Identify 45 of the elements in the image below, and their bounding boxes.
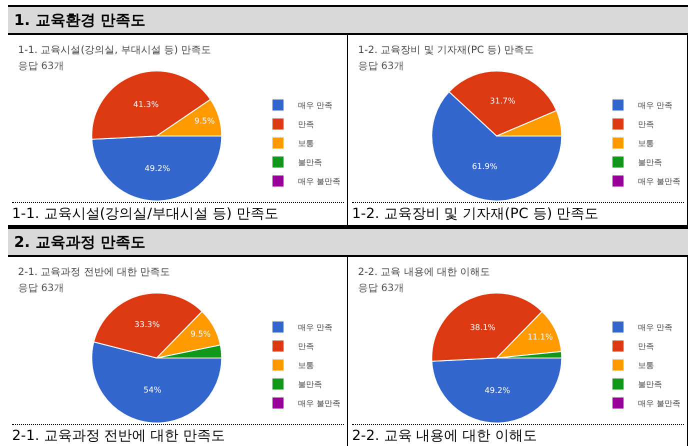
text: 1-2. 교육장비 및 기자재(PC 등) 만족도 xyxy=(352,202,684,225)
legend-label: 보통 xyxy=(298,139,314,148)
legend-label: 만족 xyxy=(638,342,654,352)
legend-label: 매우 만족 xyxy=(298,101,333,110)
chart-title: 1-1. 교육시설(강의실, 부대시설 등) 만족도 xyxy=(18,44,212,57)
chart-subtitle: 응답 63개 xyxy=(18,282,64,295)
data-label: 38.1% xyxy=(470,322,496,332)
legend-label: 보통 xyxy=(298,361,314,370)
text: 1. 교육환경 만족도 xyxy=(8,5,688,35)
data-label: 41.3% xyxy=(133,100,160,110)
legend-label: 만족 xyxy=(298,120,314,130)
data-label: 11.1% xyxy=(527,332,554,342)
chart-title: 2-1. 교육과정 전반에 대한 만족도 xyxy=(18,266,170,279)
data-label: 54% xyxy=(144,386,162,395)
legend-label: 매우 불만족 xyxy=(298,177,341,186)
legend-label: 불만족 xyxy=(638,158,662,168)
legend-label: 매우 불만족 xyxy=(298,399,341,408)
chart-subtitle: 응답 63개 xyxy=(18,60,64,73)
legend-label: 보통 xyxy=(638,139,654,148)
data-label: 9.5% xyxy=(194,116,216,126)
legend-label: 불만족 xyxy=(298,380,322,390)
legend-label: 매우 만족 xyxy=(638,323,673,332)
legend-label: 만족 xyxy=(638,120,654,130)
data-label: 9.5% xyxy=(190,329,212,338)
text: 1-1. 교육시설(강의실/부대시설 등) 만족도 xyxy=(12,202,344,225)
legend-label: 만족 xyxy=(298,342,314,352)
data-label: 49.2% xyxy=(484,386,510,395)
legend-label: 불만족 xyxy=(298,158,322,168)
chart-title: 2-2. 교육 내용에 대한 이해도 xyxy=(358,266,490,279)
text: 2-2. 교육 내용에 대한 이해도 xyxy=(352,424,684,446)
legend-label: 매우 만족 xyxy=(638,101,673,110)
legend-label: 매우 만족 xyxy=(298,323,333,332)
chart-title: 1-2. 교육장비 및 기자재(PC 등) 만족도 xyxy=(358,44,534,57)
text: 2-1. 교육과정 전반에 대한 만족도 xyxy=(12,424,344,446)
data-label: 49.2% xyxy=(144,164,170,173)
chart-subtitle: 응답 63개 xyxy=(358,60,404,73)
text: 2. 교육과정 만족도 xyxy=(8,227,688,257)
legend-label: 불만족 xyxy=(638,380,662,390)
legend-label: 보통 xyxy=(638,361,654,370)
data-label: 33.3% xyxy=(134,320,160,329)
legend-label: 매우 불만족 xyxy=(638,399,681,408)
legend-label: 매우 불만족 xyxy=(638,177,681,186)
chart-subtitle: 응답 63개 xyxy=(358,282,404,295)
data-label: 31.7% xyxy=(490,96,516,106)
data-label: 61.9% xyxy=(472,162,498,171)
